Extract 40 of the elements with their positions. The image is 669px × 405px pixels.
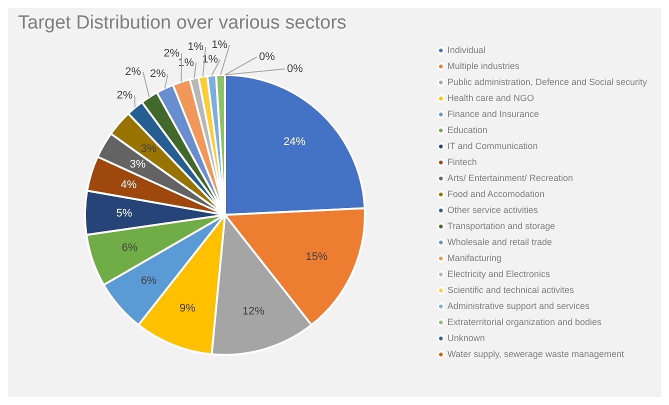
legend-label: Arts/ Entertainment/ Recreation [447, 172, 573, 183]
text: 0% [286, 62, 303, 75]
data-label: 2% [125, 66, 142, 78]
legend-label: Manifacturing [447, 252, 502, 263]
legend-label: Scientific and technical activites [447, 284, 574, 295]
data-label: 1% [202, 54, 218, 66]
legend-label: Public administration, Defence and Social security [447, 76, 648, 87]
chart-title: Target Distribution over various sectors [18, 12, 346, 34]
data-label: 2% [164, 47, 180, 60]
legend-label: Extraterritorial organization and bodies [447, 316, 602, 327]
data-label: 2% [116, 89, 133, 102]
legend-label: Fintech [447, 156, 477, 167]
data-label: 6% [140, 274, 157, 287]
text: 0% [258, 50, 275, 63]
data-label: 5% [116, 207, 132, 220]
data-label: 9% [180, 302, 196, 315]
legend-label: Other service activities [447, 204, 538, 215]
data-label: 12% [242, 306, 265, 318]
data-label: 3% [140, 142, 157, 155]
legend-label: Health care and NGO [447, 92, 534, 103]
data-label: 1% [212, 39, 228, 52]
legend-label: Electricity and Electronics [447, 268, 550, 279]
legend-label: Education [447, 124, 488, 135]
legend-label: Transportation and storage [447, 220, 556, 231]
data-label: 4% [120, 179, 137, 191]
legend-label: Wholesale and retail trade [447, 236, 552, 247]
legend-label: Administrative support and services [447, 300, 590, 311]
data-label: 1% [188, 41, 204, 54]
legend-label: Unknown [447, 332, 485, 343]
legend-label: Individual [447, 44, 486, 55]
data-label: 2% [150, 68, 166, 80]
legend-label: IT and Communication [447, 140, 538, 151]
data-label: 24% [283, 136, 306, 148]
legend-label: Food and Accomodation [447, 188, 544, 199]
data-label: 6% [122, 242, 138, 254]
legend-label: Finance and Insurance [447, 108, 539, 119]
legend-label: Multiple industries [447, 60, 520, 71]
data-label: 3% [130, 158, 146, 171]
data-label: 15% [306, 250, 328, 263]
legend-label: Water supply, sewerage waste management [447, 348, 624, 359]
